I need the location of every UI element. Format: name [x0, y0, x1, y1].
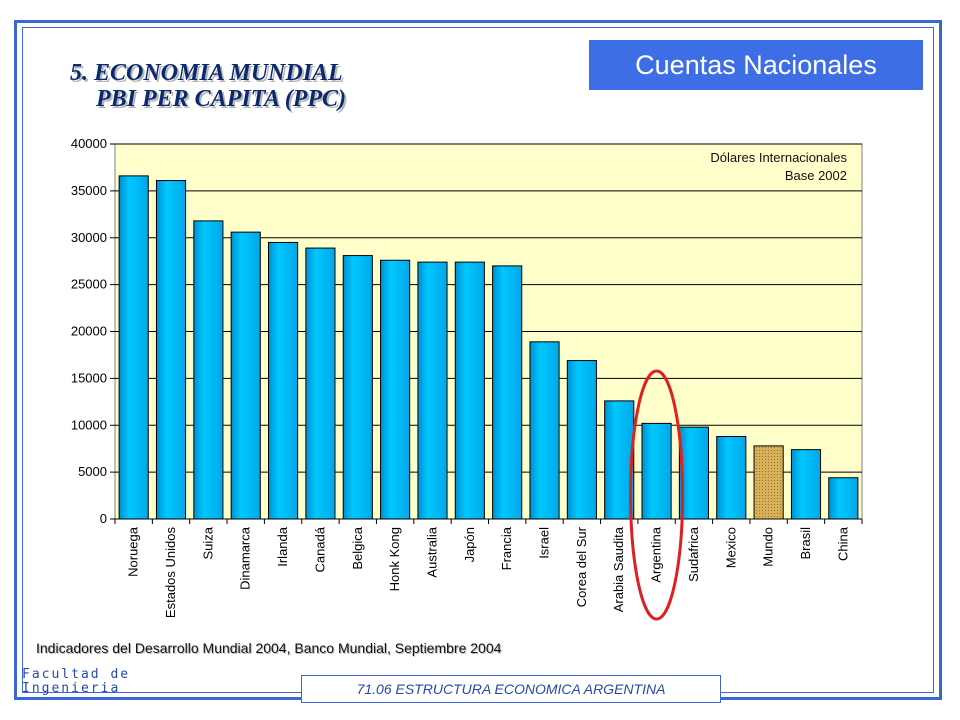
units-label-line2: Base 2002 [785, 168, 847, 183]
x-tick-labels: Noruega Estados Unidos Suiza Dinamarca Irlan… [126, 526, 851, 618]
bar-suiza [193, 220, 224, 520]
bar-corea-del-sur [566, 360, 597, 520]
bar-noruega [118, 175, 149, 520]
bar-estados-unidos [155, 180, 187, 520]
x-tick-label: Arabia Saudita [611, 526, 626, 612]
x-tick-label: Belgica [350, 526, 365, 569]
y-tick-label: 0 [100, 511, 107, 526]
x-tick-label: Estados Unidos [163, 527, 178, 619]
x-tick-label: Dinamarca [238, 526, 253, 590]
bars [118, 175, 859, 520]
y-tick-label: 5000 [78, 464, 107, 479]
bar-honk-kong [380, 259, 411, 520]
y-tick-label: 40000 [71, 136, 107, 151]
x-tick-label: Irlanda [275, 526, 290, 567]
x-tick-label: Suiza [200, 526, 215, 559]
bar-arabia-saudita [604, 400, 635, 520]
bar-mexico [716, 436, 747, 520]
bar-mundo [753, 445, 784, 520]
logo-line1: Facultad de [22, 667, 131, 682]
slide-title-line1: 5. ECONOMIA MUNDIAL [70, 60, 343, 86]
y-tick-labels: 0 5000 10000 15000 20000 25000 30000 35000 40000 [71, 136, 107, 526]
x-tick-label: Noruega [126, 526, 141, 577]
bar-australia [417, 261, 448, 520]
x-tick-label: Francia [499, 526, 514, 570]
bar-dinamarca [230, 231, 261, 520]
section-label: Cuentas Nacionales [589, 40, 923, 90]
y-tick-label: 15000 [71, 370, 107, 385]
faculty-logo: Facultad de Ingenieria [22, 668, 130, 696]
y-tick-label: 10000 [71, 417, 107, 432]
x-tick-label: Argentina [649, 526, 664, 582]
bar-brasil [790, 449, 822, 520]
bar-canad- [305, 247, 336, 520]
x-tick-label: Canadá [312, 526, 327, 572]
bar-argentina [641, 422, 672, 520]
bar-jap-n [454, 261, 485, 520]
x-tick-label: Israel [537, 527, 552, 559]
bar-francia [492, 265, 523, 520]
x-tick-label: Sudafrica [686, 526, 701, 582]
logo-line2: Ingenieria [22, 681, 121, 696]
x-tick-label: Mexico [723, 527, 738, 568]
x-tick-label: Japón [462, 527, 477, 562]
bar-israel [529, 341, 560, 520]
y-tick-label: 35000 [71, 183, 107, 198]
course-label: 71.06 ESTRUCTURA ECONOMICA ARGENTINA [301, 675, 721, 703]
y-tick-label: 20000 [71, 324, 107, 339]
x-tick-label: China [835, 526, 850, 561]
y-tick-label: 25000 [71, 277, 107, 292]
x-tick-label: Australia [424, 526, 439, 577]
x-tick-label: Honk Kong [387, 527, 402, 591]
x-tick-label: Mundo [761, 527, 776, 567]
y-tick-label: 30000 [71, 230, 107, 245]
bar-china [828, 477, 859, 520]
slide-title-line2: PBI PER CAPITA (PPC) [96, 86, 347, 112]
source-note: Indicadores del Desarrollo Mundial 2004,… [36, 640, 502, 656]
x-tick-label: Corea del Sur [574, 526, 589, 607]
bar-sudafrica [678, 426, 709, 520]
argentina-highlight-circle [629, 369, 685, 621]
units-label-line1: Dólares Internacionales [710, 150, 847, 165]
bar-irlanda [268, 241, 299, 520]
x-tick-label: Brasil [798, 527, 813, 560]
bar-belgica [342, 255, 373, 520]
